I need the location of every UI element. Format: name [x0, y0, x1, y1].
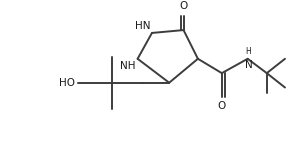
Text: HN: HN [135, 21, 150, 31]
Text: O: O [218, 101, 226, 111]
Text: O: O [179, 1, 188, 11]
Text: HO: HO [59, 78, 76, 88]
Text: H: H [246, 47, 252, 56]
Text: N: N [245, 60, 252, 70]
Text: NH: NH [120, 61, 136, 71]
